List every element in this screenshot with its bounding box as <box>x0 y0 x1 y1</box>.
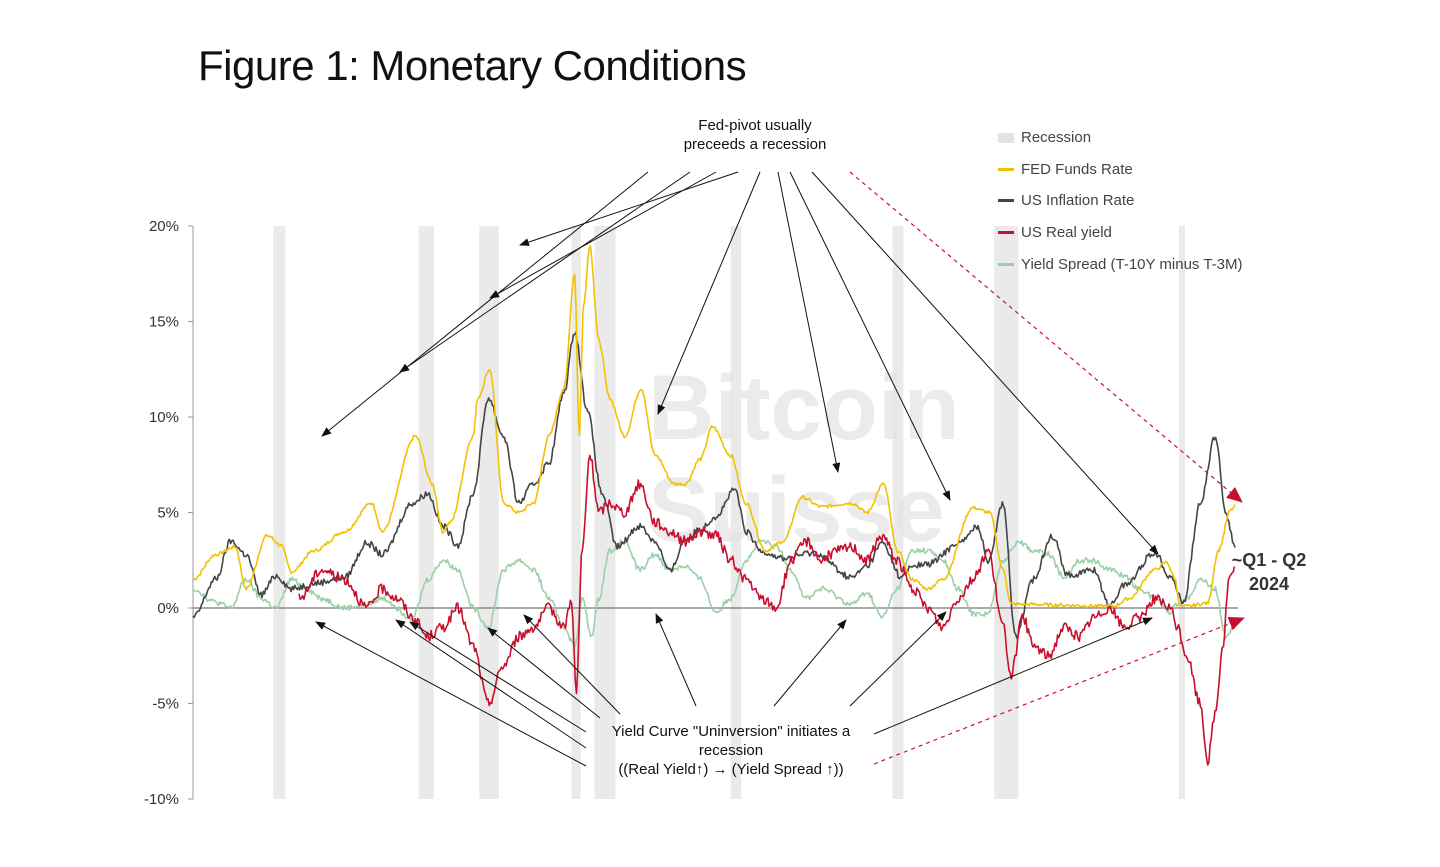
annotation-arrow <box>399 171 691 373</box>
annotation-arrow <box>849 611 947 707</box>
annotation-arrow <box>409 621 587 733</box>
recession-band <box>418 226 434 799</box>
recession-band <box>479 226 499 799</box>
y-tick-label: 20% <box>149 218 179 235</box>
series-line-1 <box>192 331 1236 640</box>
annotation-arrow <box>315 621 587 767</box>
series-line-2 <box>298 454 1236 766</box>
annotation-arrow <box>811 171 1159 555</box>
series-line-0 <box>192 245 1236 609</box>
annotation-arrow <box>777 171 841 473</box>
fed-pivot-line-2: preceeds a recession <box>683 136 827 153</box>
forecast-label: ~Q1 - Q2 2024 <box>1226 548 1312 596</box>
watermark-bitcoin: Bitcoin <box>648 357 960 459</box>
y-tick-label: 0% <box>157 600 179 617</box>
annotation-arrows <box>315 171 1245 767</box>
y-axis: -10% -5% 0% 5% 10% 15% 20% <box>144 218 1238 808</box>
uninversion-line-1: Yield Curve "Uninversion" initiates a <box>611 723 851 740</box>
annotation-arrow <box>873 617 1153 735</box>
legend-swatch-spread <box>998 262 1014 266</box>
legend-label-fed: FED Funds Rate <box>1021 160 1133 178</box>
chart-title: Figure 1: Monetary Conditions <box>198 42 747 89</box>
annotation-arrow <box>519 171 739 246</box>
annotation-arrow <box>489 171 717 299</box>
recession-band <box>594 226 616 799</box>
legend: Recession FED Funds Rate US Inflation Ra… <box>998 122 1242 280</box>
recession-band <box>1178 226 1185 799</box>
annotation-arrow <box>321 171 649 437</box>
uninversion-line-2: recession <box>698 742 764 759</box>
uninversion-annotation: Yield Curve "Uninversion" initiates a re… <box>596 722 866 779</box>
y-tick-label: 15% <box>149 314 179 331</box>
legend-swatch-fed <box>998 167 1014 171</box>
recession-band <box>730 226 742 799</box>
legend-swatch-inflation <box>998 199 1014 203</box>
legend-label-real: US Real yield <box>1021 224 1112 242</box>
annotation-arrow <box>487 627 601 719</box>
series-lines <box>192 245 1236 766</box>
legend-swatch-recession <box>998 132 1014 143</box>
y-tick-label: -5% <box>152 696 179 713</box>
recession-band <box>892 226 904 799</box>
annotation-arrow <box>773 619 847 707</box>
forecast-line-1: ~Q1 - Q2 <box>1231 550 1307 570</box>
series-line-3 <box>192 538 1236 648</box>
legend-swatch-real <box>998 231 1014 235</box>
forecast-line-2: 2024 <box>1248 574 1290 594</box>
y-tick-label: 10% <box>149 409 179 426</box>
legend-label-recession: Recession <box>1021 129 1092 147</box>
legend-item-recession: Recession <box>998 122 1242 154</box>
annotation-arrow <box>655 613 697 707</box>
legend-item-real: US Real yield <box>998 217 1242 249</box>
uninversion-line-3: ((Real Yield↑) → (Yield Spread ↑)) <box>618 761 844 778</box>
forecast-arrow-upper <box>849 171 1243 503</box>
legend-item-fed: FED Funds Rate <box>998 154 1242 186</box>
y-tick-label: 5% <box>157 505 179 522</box>
forecast-arrow-lower <box>873 616 1245 765</box>
legend-item-inflation: US Inflation Rate <box>998 185 1242 217</box>
y-tick-label: -10% <box>144 791 179 808</box>
recession-band <box>571 226 581 799</box>
annotation-arrow <box>395 619 587 749</box>
legend-label-spread: Yield Spread (T-10Y minus T-3M) <box>1021 255 1243 273</box>
fed-pivot-annotation: Fed-pivot usually preceeds a recession <box>640 116 870 154</box>
recession-band <box>994 226 1019 799</box>
legend-label-inflation: US Inflation Rate <box>1021 192 1135 210</box>
annotation-arrow <box>523 614 621 715</box>
annotation-arrow <box>789 171 951 501</box>
recession-band <box>273 226 286 799</box>
legend-item-spread: Yield Spread (T-10Y minus T-3M) <box>998 248 1242 280</box>
annotation-arrow <box>657 171 761 415</box>
recession-bands <box>273 226 1185 799</box>
fed-pivot-line-1: Fed-pivot usually <box>698 117 812 134</box>
